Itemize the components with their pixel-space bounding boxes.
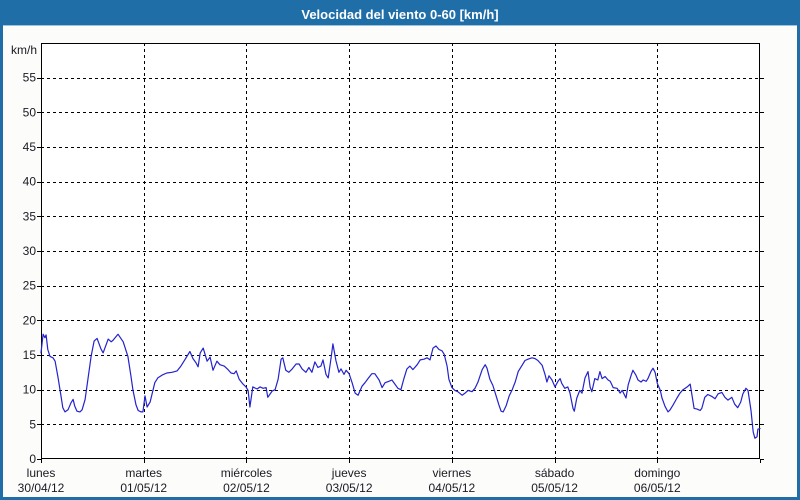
x-day-date-label: 03/05/12 (326, 481, 373, 495)
y-tick-label: 0 (29, 452, 36, 466)
y-tick-label: 10 (23, 383, 37, 397)
x-day-date-label: 05/05/12 (531, 481, 578, 495)
x-day-date-label: 02/05/12 (223, 481, 270, 495)
y-tick-label: 40 (23, 175, 37, 189)
x-day-date-label: 01/05/12 (120, 481, 167, 495)
y-tick-label: 50 (23, 105, 37, 119)
y-tick-label: 15 (23, 348, 37, 362)
y-tick-label: 35 (23, 209, 37, 223)
y-tick-label: 20 (23, 313, 37, 327)
x-day-date-label: 30/04/12 (18, 481, 65, 495)
y-tick-label: 30 (23, 244, 37, 258)
chart-title: Velocidad del viento 0-60 [km/h] (301, 6, 499, 22)
y-tick-label: 55 (23, 71, 37, 85)
x-day-weekday-label: jueves (331, 466, 367, 480)
plot-border (41, 43, 760, 459)
chart-title-bar: Velocidad del viento 0-60 [km/h] (3, 3, 797, 26)
y-tick-label: 5 (29, 417, 36, 431)
x-day-date-label: 06/05/12 (634, 481, 681, 495)
y-tick-label: 45 (23, 140, 37, 154)
x-day-weekday-label: miércoles (221, 466, 272, 480)
x-day-weekday-label: domingo (634, 466, 680, 480)
y-axis-unit-label: km/h (11, 43, 37, 57)
x-day-weekday-label: viernes (433, 466, 472, 480)
plot-area (41, 43, 760, 459)
x-day-weekday-label: lunes (27, 466, 56, 480)
wind-speed-line (40, 333, 761, 439)
x-day-weekday-label: sábado (535, 466, 575, 480)
y-tick-label: 25 (23, 279, 37, 293)
x-day-date-label: 04/05/12 (428, 481, 475, 495)
x-day-weekday-label: martes (125, 466, 162, 480)
